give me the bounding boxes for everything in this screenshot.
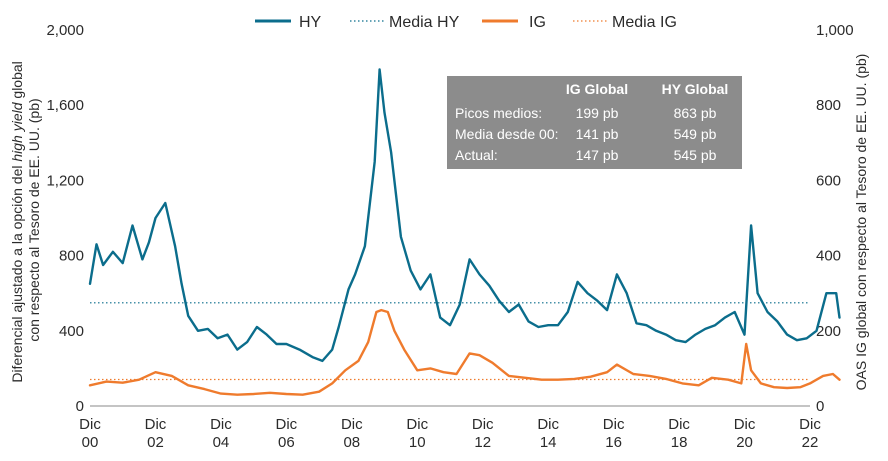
y-left-title-line2: con respecto al Tesoro de EE. UU. (pb): [26, 98, 42, 341]
legend: HY Media HY IG Media IG: [255, 14, 677, 31]
x-tick-line2: 22: [802, 434, 819, 451]
y-left-axis-title: Diferencial ajustado a la opción del hig…: [9, 57, 42, 382]
x-tick-line1: Dic: [276, 416, 298, 433]
x-tick-label: Dic 12: [472, 416, 494, 451]
x-tick-line1: Dic: [603, 416, 625, 433]
y-right-axis-title: OAS IG global con respecto al Tesoro de …: [853, 54, 869, 391]
stats-row-hy-value: 545 pb: [674, 147, 717, 163]
y-left-title-italic: high yield: [9, 101, 25, 161]
x-tick-line1: Dic: [799, 416, 821, 433]
x-tick-line2: 02: [147, 434, 164, 451]
x-tick-line1: Dic: [79, 416, 101, 433]
x-tick-label: Dic 04: [210, 416, 232, 451]
x-tick-line1: Dic: [734, 416, 756, 433]
x-tick-label: Dic 22: [799, 416, 821, 451]
x-tick-label: Dic 14: [537, 416, 559, 451]
y-right-tick-label: 400: [816, 248, 841, 265]
x-tick-line2: 04: [213, 434, 230, 451]
x-tick-label: Dic 08: [341, 416, 363, 451]
stats-row-label: Picos medios:: [455, 105, 542, 121]
stats-row-ig-value: 199 pb: [576, 105, 619, 121]
y-left-tick-label: 0: [76, 398, 84, 415]
x-tick-label: Dic 18: [668, 416, 690, 451]
x-tick-line2: 06: [278, 434, 295, 451]
series-line-hy: [88, 68, 841, 363]
y-left-tick-label: 1,600: [46, 97, 84, 114]
y-right-tick-label: 800: [816, 97, 841, 114]
y-left-tick-label: 2,000: [46, 22, 84, 39]
stats-header-hy: HY Global: [662, 81, 729, 97]
y-left-tick-label: 800: [59, 248, 84, 265]
x-tick-line2: 10: [409, 434, 426, 451]
average-lines: [90, 302, 810, 381]
y-right-tick-label: 600: [816, 172, 841, 189]
stats-box: IG Global HY Global Picos medios: 199 pb…: [447, 76, 742, 169]
y-left-tick-label: 400: [59, 323, 84, 340]
x-tick-label: Dic 16: [603, 416, 625, 451]
legend-hy-label: HY: [299, 14, 322, 31]
y-left-title-part3: global: [9, 61, 25, 102]
x-tick-line1: Dic: [537, 416, 559, 433]
stats-row-ig-value: 141 pb: [576, 126, 619, 142]
x-tick-line1: Dic: [668, 416, 690, 433]
y-left-tick-label: 1,200: [46, 172, 84, 189]
x-tick-line1: Dic: [406, 416, 428, 433]
legend-ig-label: IG: [529, 14, 546, 31]
x-tick-label: Dic 02: [145, 416, 167, 451]
x-tick-line2: 14: [540, 434, 557, 451]
x-tick-line2: 20: [736, 434, 753, 451]
stats-row-hy-value: 549 pb: [674, 126, 717, 142]
y-right-tick-label: 200: [816, 323, 841, 340]
legend-media-hy-label: Media HY: [389, 14, 460, 31]
stats-header-ig: IG Global: [566, 81, 628, 97]
stats-row-label: Media desde 00:: [455, 126, 559, 142]
x-tick-line1: Dic: [472, 416, 494, 433]
y-right-tick-label: 1,000: [816, 22, 854, 39]
stats-box-background: [447, 76, 742, 169]
y-right-ticks: 0 200 400 600 800 1,000: [816, 22, 854, 415]
x-tick-line2: 00: [82, 434, 99, 451]
legend-media-ig-label: Media IG: [612, 14, 677, 31]
series-line-ig: [88, 308, 841, 396]
x-tick-line2: 12: [474, 434, 491, 451]
x-tick-label: Dic 00: [79, 416, 101, 451]
x-tick-line2: 18: [671, 434, 688, 451]
y-left-title-line1: Diferencial ajustado a la opción del hig…: [9, 61, 25, 382]
x-tick-line1: Dic: [341, 416, 363, 433]
x-tick-line2: 08: [343, 434, 360, 451]
stats-row-hy-value: 863 pb: [674, 105, 717, 121]
x-tick-line2: 16: [605, 434, 622, 451]
series-lines: [88, 68, 841, 396]
x-tick-label: Dic 10: [406, 416, 428, 451]
x-tick-line1: Dic: [145, 416, 167, 433]
y-left-ticks: 0 400 800 1,200 1,600 2,000: [46, 22, 84, 415]
y-left-title-part1: Diferencial ajustado a la opción del: [9, 162, 25, 383]
x-tick-label: Dic 20: [734, 416, 756, 451]
stats-row-label: Actual:: [455, 147, 498, 163]
y-right-tick-label: 0: [816, 398, 824, 415]
x-tick-label: Dic 06: [276, 416, 298, 451]
stats-row-ig-value: 147 pb: [576, 147, 619, 163]
x-tick-line1: Dic: [210, 416, 232, 433]
